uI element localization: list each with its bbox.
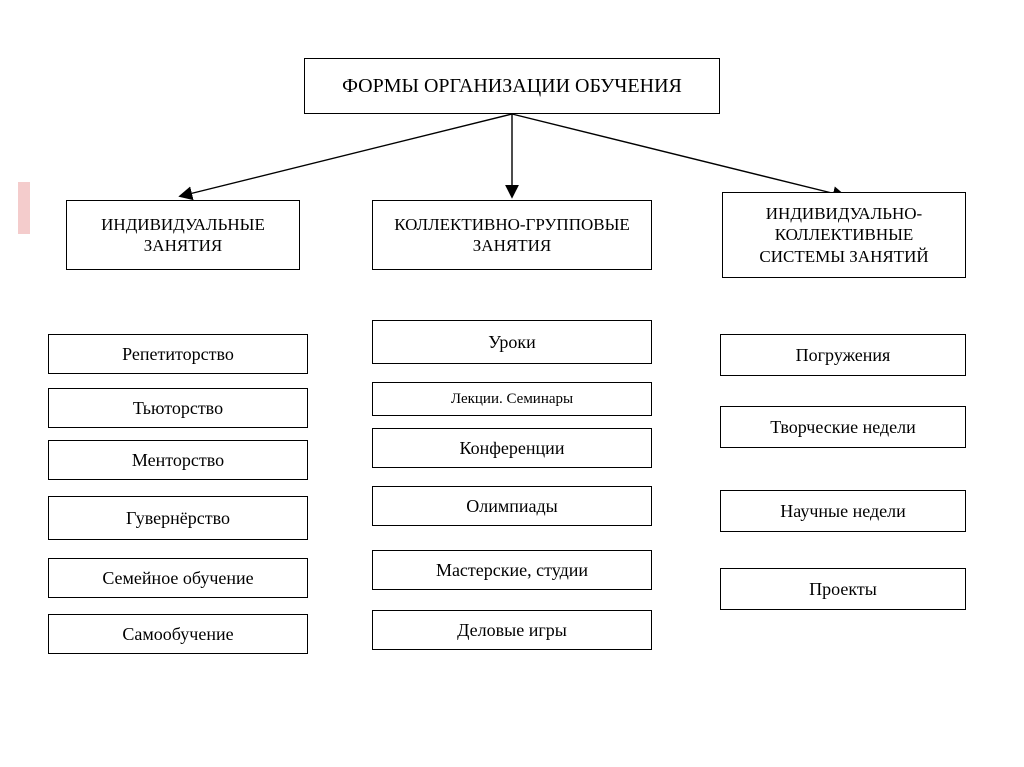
category-node-2: ИНДИВИДУАЛЬНО-КОЛЛЕКТИВНЫЕ СИСТЕМЫ ЗАНЯТ…	[722, 192, 966, 278]
col3-item-2: Научные недели	[720, 490, 966, 532]
col1-item-0: Репетиторство	[48, 334, 308, 374]
col3-item-0: Погружения	[720, 334, 966, 376]
col1-item-5: Самообучение	[48, 614, 308, 654]
col2-item-label-5: Деловые игры	[457, 619, 567, 642]
col1-item-label-5: Самообучение	[122, 623, 233, 646]
col2-item-2: Конференции	[372, 428, 652, 468]
root-node: ФОРМЫ ОРГАНИЗАЦИИ ОБУЧЕНИЯ	[304, 58, 720, 114]
col2-item-0: Уроки	[372, 320, 652, 364]
col1-item-label-2: Менторство	[132, 449, 224, 472]
col1-item-3: Гувернёрство	[48, 496, 308, 540]
col1-item-2: Менторство	[48, 440, 308, 480]
col1-item-label-3: Гувернёрство	[126, 507, 230, 530]
col2-item-1: Лекции. Семинары	[372, 382, 652, 416]
col2-item-label-3: Олимпиады	[466, 495, 558, 518]
col3-item-label-0: Погружения	[796, 344, 891, 367]
col1-item-label-4: Семейное обучение	[102, 567, 253, 590]
col2-item-3: Олимпиады	[372, 486, 652, 526]
col2-item-5: Деловые игры	[372, 610, 652, 650]
category-node-0: ИНДИВИДУАЛЬНЫЕ ЗАНЯТИЯ	[66, 200, 300, 270]
accent-mark	[18, 182, 30, 234]
col2-item-label-4: Мастерские, студии	[436, 559, 588, 582]
category-node-label-1: КОЛЛЕКТИВНО-ГРУППОВЫЕ ЗАНЯТИЯ	[383, 214, 641, 257]
col1-item-label-1: Тьюторство	[133, 397, 223, 420]
col3-item-label-2: Научные недели	[780, 500, 906, 523]
col1-item-4: Семейное обучение	[48, 558, 308, 598]
category-node-label-2: ИНДИВИДУАЛЬНО-КОЛЛЕКТИВНЫЕ СИСТЕМЫ ЗАНЯТ…	[733, 203, 955, 267]
col1-item-label-0: Репетиторство	[122, 343, 234, 366]
col3-item-3: Проекты	[720, 568, 966, 610]
col3-item-label-3: Проекты	[809, 578, 877, 601]
category-node-label-0: ИНДИВИДУАЛЬНЫЕ ЗАНЯТИЯ	[77, 214, 289, 257]
col3-item-1: Творческие недели	[720, 406, 966, 448]
root-label: ФОРМЫ ОРГАНИЗАЦИИ ОБУЧЕНИЯ	[342, 74, 682, 99]
category-node-1: КОЛЛЕКТИВНО-ГРУППОВЫЕ ЗАНЯТИЯ	[372, 200, 652, 270]
col2-item-4: Мастерские, студии	[372, 550, 652, 590]
col2-item-label-1: Лекции. Семинары	[451, 390, 573, 409]
col3-item-label-1: Творческие недели	[770, 416, 916, 439]
col1-item-1: Тьюторство	[48, 388, 308, 428]
col2-item-label-0: Уроки	[488, 331, 536, 354]
col2-item-label-2: Конференции	[460, 437, 565, 460]
